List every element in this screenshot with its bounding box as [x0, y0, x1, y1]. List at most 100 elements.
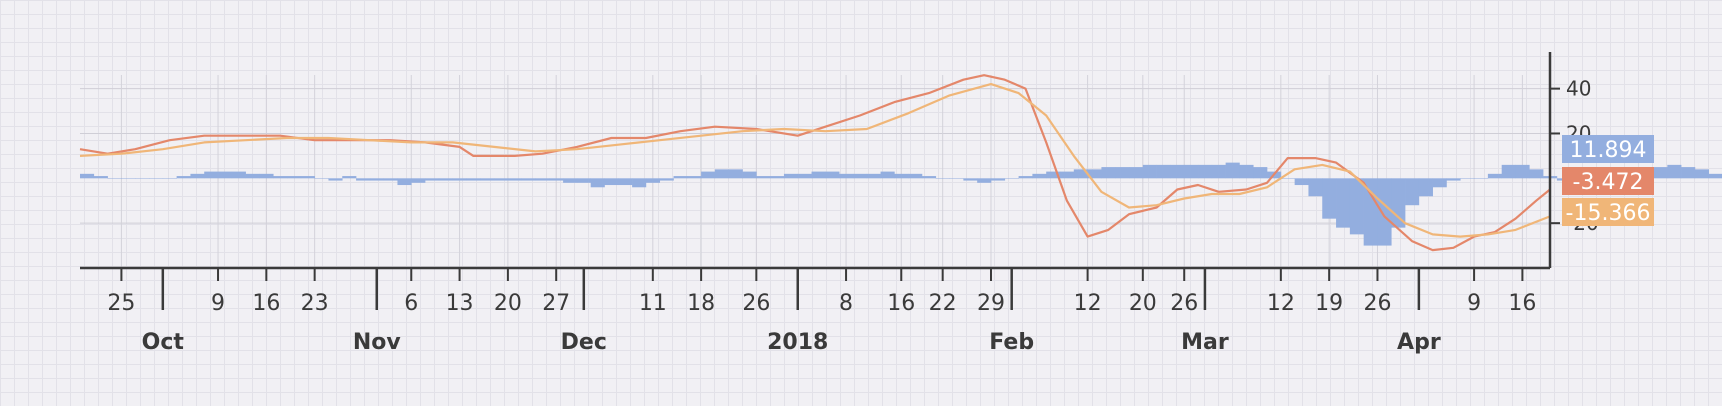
histogram-bar	[714, 169, 730, 179]
histogram-bar	[770, 176, 785, 179]
x-tick-label: 27	[542, 291, 570, 316]
series-lines	[79, 74, 1551, 252]
histogram-bar	[535, 178, 550, 181]
histogram-bar	[1280, 178, 1295, 179]
value-badge-label: 11.894	[1570, 138, 1647, 163]
histogram-bar	[80, 173, 95, 179]
histogram-bar	[908, 173, 923, 179]
x-month-label: Feb	[989, 330, 1034, 355]
histogram-bar	[1253, 167, 1268, 179]
histogram-bar	[190, 173, 205, 179]
histogram-bar	[645, 178, 661, 183]
histogram-bar	[990, 178, 1006, 181]
histogram-bar	[1418, 178, 1433, 197]
x-tick-label: 25	[107, 291, 135, 316]
histogram-bar	[1184, 164, 1199, 179]
histogram-bar	[425, 178, 440, 181]
x-month-label: Mar	[1181, 330, 1229, 355]
histogram-bar	[1405, 178, 1420, 206]
histogram-bar	[1046, 171, 1061, 179]
histogram-bar	[397, 178, 412, 186]
histogram-bar	[107, 178, 122, 179]
x-tick-label: 26	[742, 291, 770, 316]
x-month-label: 2018	[767, 330, 828, 355]
histogram-bar	[245, 173, 260, 179]
x-tick-label: 20	[1129, 291, 1157, 316]
histogram-bar	[328, 178, 343, 181]
histogram-bar	[466, 178, 481, 181]
histogram-bar	[894, 173, 909, 179]
histogram-bar	[149, 178, 164, 179]
histogram-bar	[507, 178, 522, 181]
histogram-bar	[452, 178, 467, 181]
histogram-bar	[1142, 164, 1157, 179]
histogram-bar	[1294, 178, 1309, 186]
histogram-bar	[1377, 178, 1392, 246]
histogram-bar	[590, 178, 605, 188]
histogram-bar	[1681, 167, 1696, 179]
x-tick-label: 16	[1508, 291, 1536, 316]
histogram-bar	[935, 178, 950, 179]
histogram-bar	[1474, 178, 1489, 179]
histogram-bar	[1501, 164, 1516, 179]
histogram-bar	[273, 176, 288, 179]
histogram-bar	[1060, 171, 1075, 179]
histogram-bar	[1115, 167, 1130, 179]
histogram-bar	[563, 178, 578, 183]
x-month-label: Apr	[1397, 330, 1441, 355]
histogram-bar	[632, 178, 647, 188]
value-badge-label: -15.366	[1566, 201, 1651, 226]
histogram-bar	[369, 178, 384, 181]
histogram-bar	[1336, 178, 1351, 228]
histogram-bar	[1708, 173, 1722, 179]
histogram-bar	[866, 173, 881, 179]
histogram-bar	[438, 178, 453, 181]
x-axis-labels: 25 9 16 23 6 13 20 27 11 18 26 8 16 22 29 12 20 26 12 19 26 9…	[107, 291, 1536, 355]
grid-lines	[80, 75, 1550, 268]
histogram-bar	[1322, 178, 1337, 219]
histogram-bar	[1349, 178, 1364, 235]
histogram-bar	[977, 178, 992, 183]
histogram-bar	[921, 176, 937, 179]
x-tick-label: 12	[1074, 291, 1102, 316]
x-tick-label: 23	[301, 291, 329, 316]
histogram-bar	[618, 178, 633, 186]
histogram-bar	[701, 171, 716, 179]
histogram-bar	[1018, 176, 1033, 179]
x-tick-label: 26	[1170, 291, 1198, 316]
histogram-bar	[1653, 167, 1668, 179]
histogram-bar	[949, 178, 964, 179]
histogram-bars	[80, 162, 1722, 246]
x-tick-label: 9	[211, 291, 225, 316]
histogram-bar	[1087, 169, 1102, 179]
histogram-bar	[728, 169, 743, 179]
histogram-bar	[521, 178, 536, 181]
histogram-bar	[1432, 178, 1447, 188]
histogram-bar	[1004, 178, 1019, 179]
histogram-bar	[1032, 173, 1047, 179]
x-tick-label: 16	[252, 291, 280, 316]
histogram-bar	[1460, 178, 1475, 179]
histogram-bar	[259, 173, 274, 179]
histogram-bar	[549, 178, 564, 181]
value-badges: 11.894 -3.472 -15.366	[1562, 135, 1654, 226]
x-tick-label: 13	[446, 291, 474, 316]
histogram-bar	[1239, 164, 1254, 179]
y-tick-label: 40	[1566, 77, 1591, 101]
histogram-bar	[314, 178, 329, 179]
histogram-bar	[1487, 173, 1502, 179]
x-tick-label: 8	[839, 291, 853, 316]
x-tick-label: 9	[1467, 291, 1481, 316]
histogram-bar	[797, 173, 812, 179]
x-month-label: Dec	[561, 330, 607, 355]
histogram-bar	[1225, 162, 1240, 179]
x-tick-label: 18	[687, 291, 715, 316]
x-month-label: Oct	[142, 330, 185, 355]
histogram-bar	[1101, 167, 1116, 179]
x-tick-label: 6	[404, 291, 418, 316]
histogram-bar	[231, 171, 246, 179]
histogram-bar	[204, 171, 219, 179]
histogram-bar	[687, 176, 702, 179]
histogram-bar	[1446, 178, 1461, 181]
histogram-bar	[852, 173, 868, 179]
